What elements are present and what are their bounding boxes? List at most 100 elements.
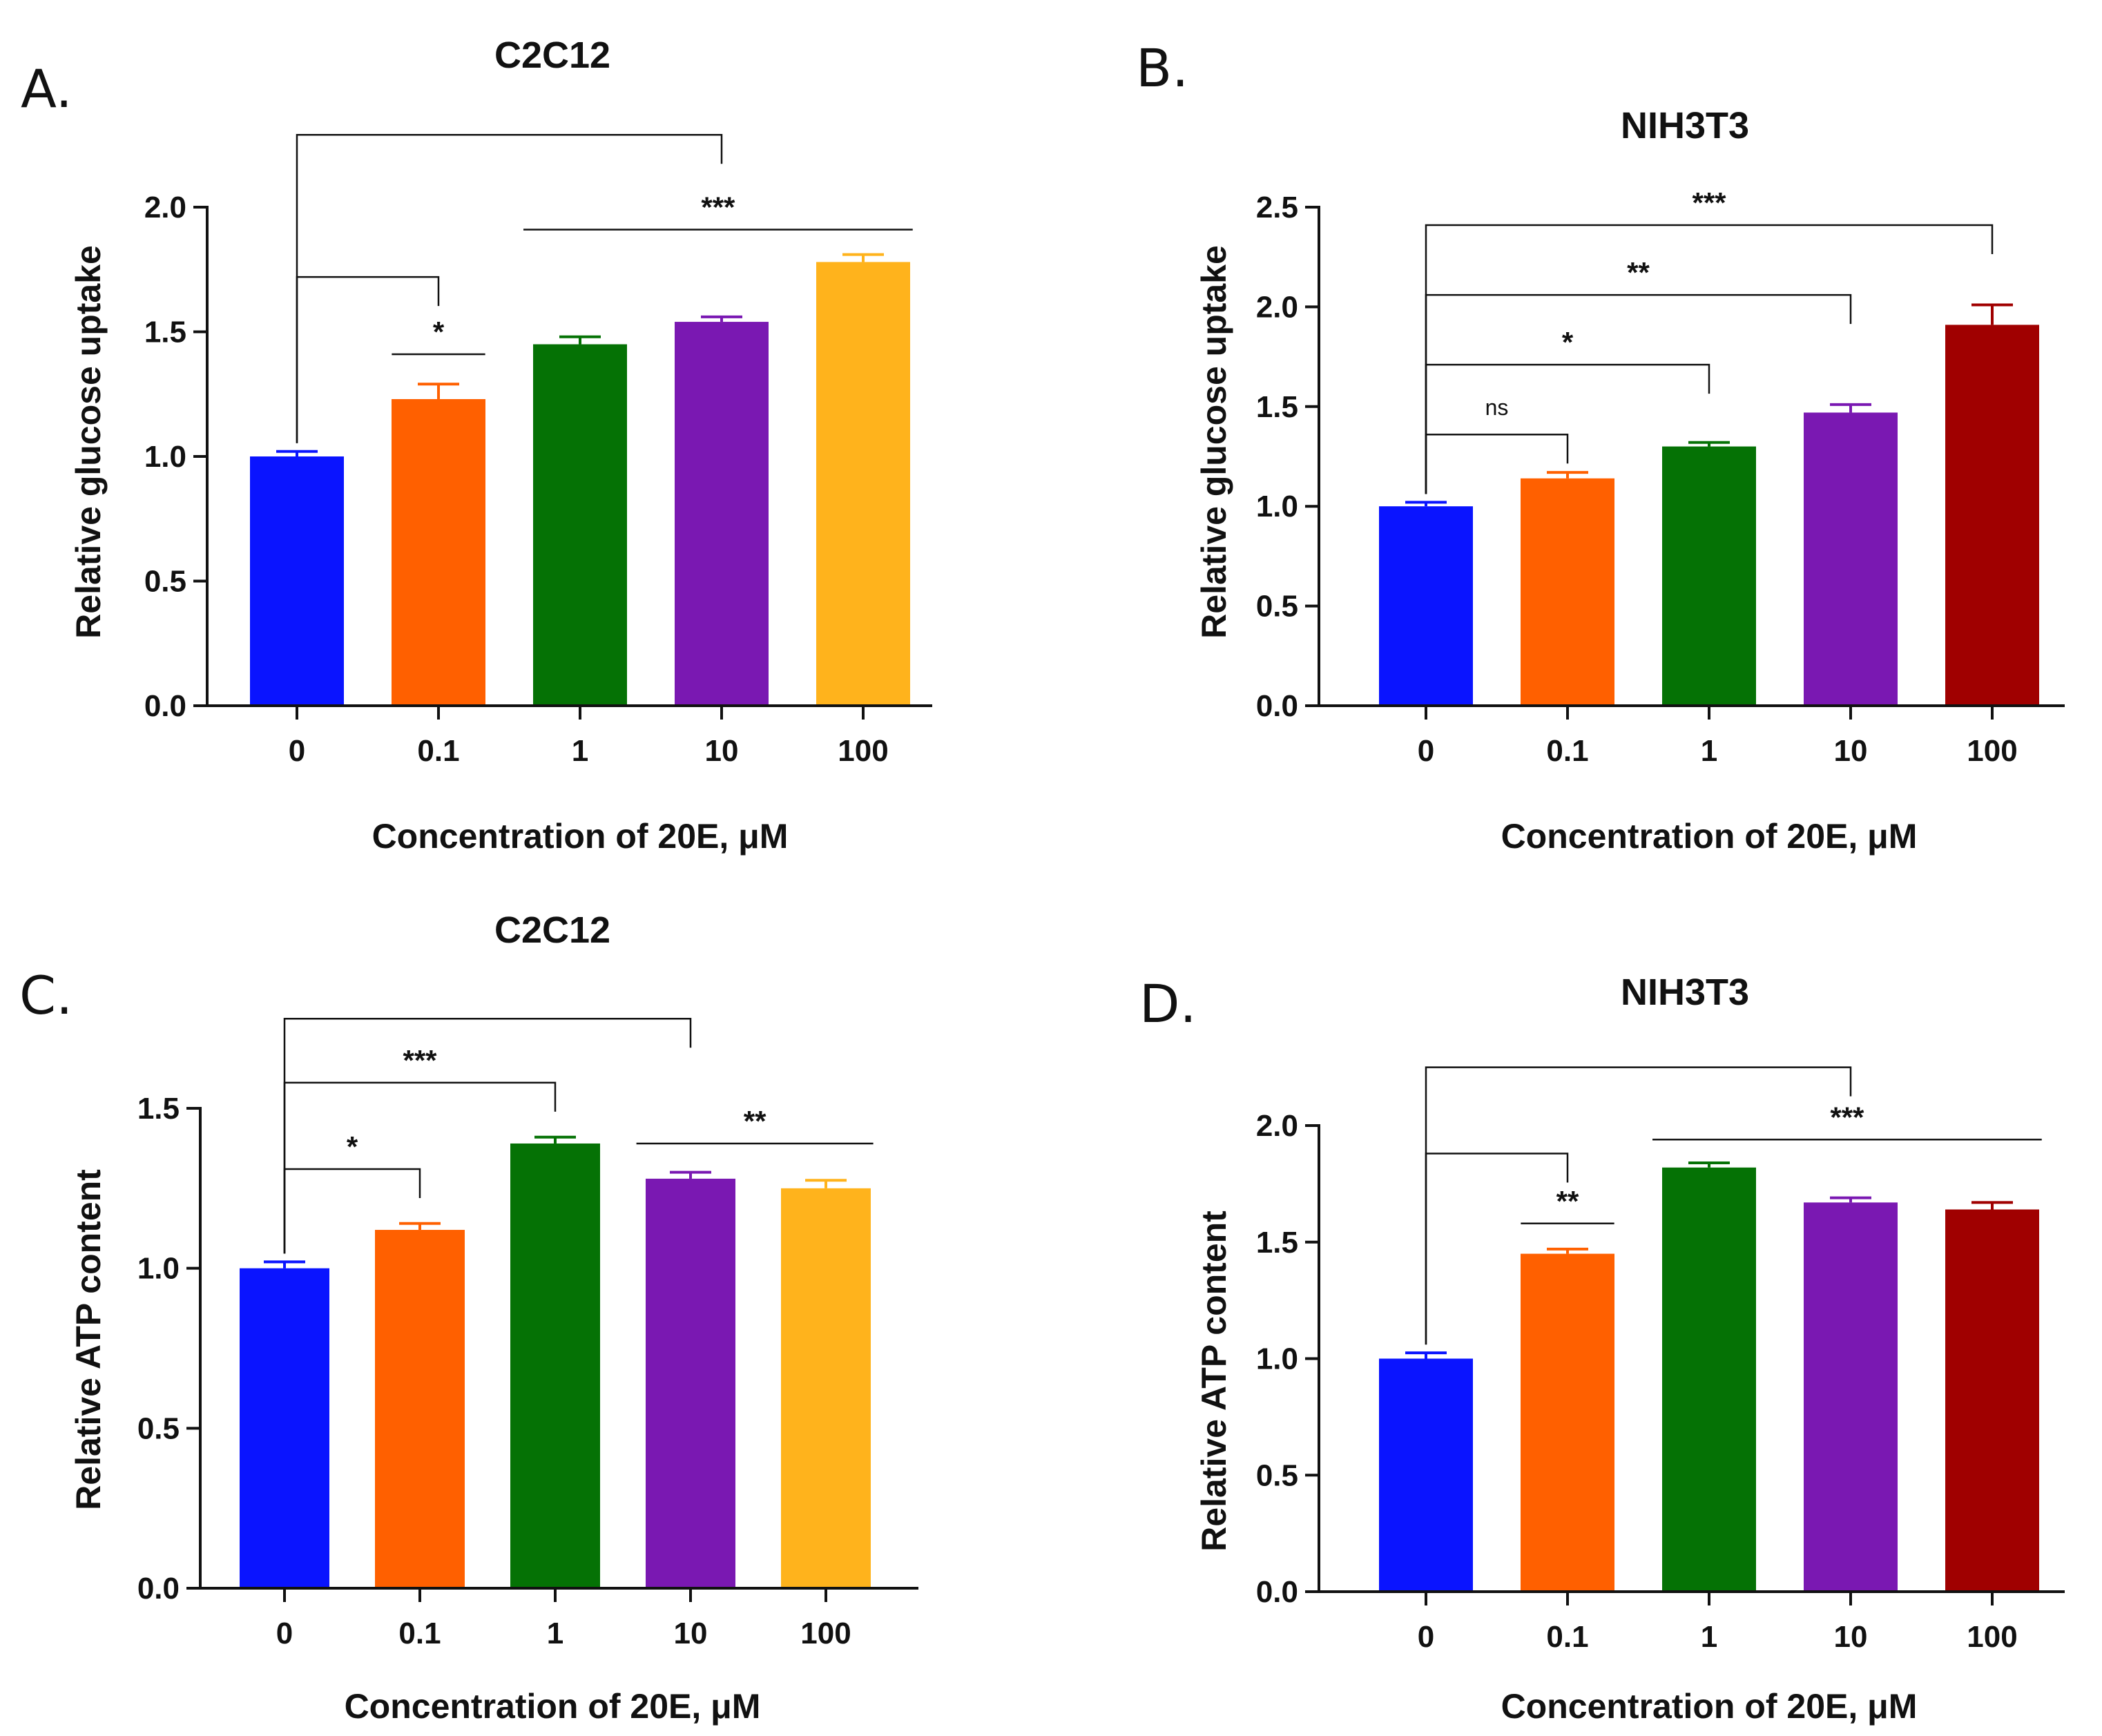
panel-b-letter: B.	[1136, 37, 1188, 99]
panel-d-letter: D.	[1139, 973, 1197, 1034]
y-tick-label: 2.0	[1256, 290, 1298, 324]
y-tick-label: 1.0	[137, 1252, 180, 1286]
panel-c-y-axis-label: Relative ATP content	[69, 1169, 108, 1510]
x-tick-label: 0.1	[1546, 1620, 1588, 1654]
panel-c-plot: 0.00.51.01.50 0.1 1 10 100******	[137, 1018, 918, 1650]
y-tick-label: 0.5	[144, 565, 186, 599]
bar-10	[1804, 1202, 1898, 1592]
significance-label: **	[1627, 256, 1650, 289]
y-tick-label: 0.0	[1256, 689, 1298, 723]
significance-label: *	[1562, 326, 1574, 358]
panel-b: B. NIH3T3 Relative glucose uptake Concen…	[1136, 37, 2065, 856]
significance-label: ***	[1830, 1101, 1864, 1133]
y-tick-label: 1.5	[1256, 1226, 1298, 1260]
x-tick-label: 0	[276, 1617, 293, 1650]
x-tick-label: 0	[1418, 734, 1434, 768]
bar-100	[1945, 325, 2039, 706]
significance-label: ***	[403, 1044, 437, 1077]
x-tick-label: 1	[547, 1617, 563, 1650]
y-tick-label: 0.5	[1256, 1458, 1298, 1492]
panel-d-x-axis-label: Concentration of 20E, μM	[1501, 1687, 1918, 1726]
x-tick-label: 1	[572, 734, 588, 768]
x-tick-label: 0	[289, 734, 305, 768]
panel-c-title: C2C12	[494, 909, 610, 951]
x-tick-label: 100	[800, 1617, 851, 1650]
panel-b-title: NIH3T3	[1621, 105, 1749, 146]
bar-0	[250, 456, 344, 706]
significance-bracket	[296, 134, 723, 443]
bar-100	[1945, 1209, 2039, 1592]
panel-c: C. C2C12 Relative ATP content Concentrat…	[19, 909, 918, 1726]
significance-label: *	[347, 1130, 358, 1163]
x-tick-label: 0.1	[417, 734, 459, 768]
bar-1	[1662, 1167, 1756, 1592]
x-tick-label: 1	[1701, 734, 1717, 768]
panel-a-letter: A.	[21, 58, 73, 119]
x-tick-label: 1	[1701, 1620, 1717, 1654]
y-tick-label: 1.0	[144, 440, 186, 474]
y-tick-label: 1.5	[144, 316, 186, 349]
bar-1	[1662, 446, 1756, 706]
panel-b-x-axis-label: Concentration of 20E, μM	[1501, 817, 1918, 856]
bar-0.1	[1521, 1253, 1614, 1592]
panel-b-y-axis-label: Relative glucose uptake	[1195, 245, 1233, 639]
bar-0	[1379, 1358, 1473, 1592]
panel-a-plot: 0.00.51.01.52.00 0.1 1 10 100****	[144, 134, 932, 768]
significance-bracket	[1425, 1066, 1852, 1345]
y-tick-label: 1.5	[137, 1092, 180, 1126]
significance-label: ***	[701, 191, 735, 223]
y-tick-label: 0.0	[1256, 1575, 1298, 1609]
x-tick-label: 100	[838, 734, 888, 768]
significance-label: ns	[1485, 395, 1509, 420]
bar-10	[1804, 412, 1898, 706]
significance-label: ***	[1692, 186, 1726, 219]
panel-a-x-axis-label: Concentration of 20E, μM	[372, 817, 789, 856]
x-tick-label: 10	[1834, 734, 1868, 768]
y-tick-label: 0.0	[137, 1572, 180, 1605]
panel-d-plot: 0.00.51.01.52.00 0.1 1 10 100*****	[1256, 1066, 2065, 1654]
x-tick-label: 0.1	[398, 1617, 441, 1650]
significance-label: *	[433, 316, 445, 348]
significance-label: **	[744, 1105, 766, 1137]
bar-0	[1379, 506, 1473, 706]
y-tick-label: 1.0	[1256, 1342, 1298, 1376]
panel-c-letter: C.	[19, 965, 73, 1026]
x-tick-label: 10	[705, 734, 739, 768]
y-tick-label: 0.5	[137, 1411, 180, 1445]
panel-a-title: C2C12	[494, 35, 610, 76]
bar-0.1	[392, 398, 485, 706]
y-tick-label: 1.0	[1256, 490, 1298, 523]
bar-10	[675, 322, 769, 706]
x-tick-label: 0	[1418, 1620, 1434, 1654]
y-tick-label: 0.0	[144, 689, 186, 723]
significance-bracket	[1425, 1152, 1569, 1345]
bar-0.1	[375, 1230, 465, 1588]
y-tick-label: 2.0	[1256, 1109, 1298, 1143]
bar-1	[533, 344, 627, 706]
panel-d-title: NIH3T3	[1621, 972, 1749, 1013]
bar-0	[240, 1268, 329, 1588]
bar-0.1	[1521, 478, 1614, 706]
panel-c-x-axis-label: Concentration of 20E, μM	[345, 1687, 761, 1726]
y-tick-label: 1.5	[1256, 390, 1298, 424]
panel-d: D. NIH3T3 Relative ATP content Concentra…	[1139, 972, 2065, 1726]
bar-100	[816, 262, 910, 706]
panel-d-y-axis-label: Relative ATP content	[1195, 1211, 1233, 1552]
significance-bracket	[296, 276, 440, 443]
x-tick-label: 0.1	[1546, 734, 1588, 768]
significance-bracket	[283, 1018, 692, 1254]
x-tick-label: 10	[674, 1617, 708, 1650]
x-tick-label: 100	[1967, 1620, 2017, 1654]
bar-1	[510, 1143, 600, 1588]
y-tick-label: 2.5	[1256, 191, 1298, 224]
significance-label: **	[1556, 1185, 1579, 1217]
significance-bracket	[1425, 224, 1994, 494]
bar-10	[646, 1178, 735, 1588]
y-tick-label: 0.5	[1256, 590, 1298, 624]
x-tick-label: 100	[1967, 734, 2017, 768]
bar-100	[781, 1188, 871, 1588]
panel-a-y-axis-label: Relative glucose uptake	[69, 245, 108, 639]
x-tick-label: 10	[1834, 1620, 1868, 1654]
